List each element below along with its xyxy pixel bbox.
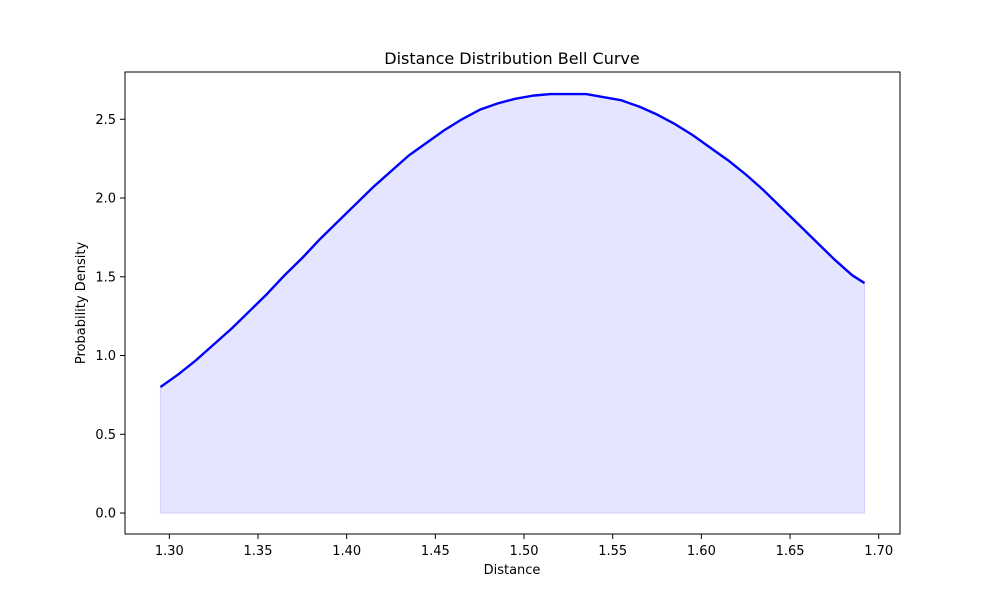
y-tick-label: 1.5 xyxy=(95,270,116,285)
y-axis-label: Probability Density xyxy=(74,242,89,365)
plot-area xyxy=(159,92,866,514)
y-tick-label: 1.0 xyxy=(95,349,116,364)
y-tick-label: 0.0 xyxy=(95,507,116,522)
axes-frame xyxy=(124,71,901,535)
x-tick-label: 1.35 xyxy=(244,544,273,559)
x-tick-label: 1.55 xyxy=(598,544,627,559)
series-0-fill-area xyxy=(159,93,866,514)
x-tick-label: 1.70 xyxy=(864,544,893,559)
x-axis-label: Distance xyxy=(484,563,541,578)
y-tick-label: 2.0 xyxy=(95,192,116,207)
x-tick-label: 1.30 xyxy=(155,544,184,559)
y-tick-label: 0.5 xyxy=(95,428,116,443)
x-tick-label: 1.45 xyxy=(421,544,450,559)
x-tick-label: 1.40 xyxy=(332,544,361,559)
y-axis: 0.0 0.5 1.0 1.5 2.0 2.5 xyxy=(95,113,125,522)
x-tick-label: 1.50 xyxy=(510,544,539,559)
x-tick-label: 1.65 xyxy=(776,544,805,559)
x-tick-label: 1.60 xyxy=(687,544,716,559)
x-axis: 1.30 1.35 1.40 1.45 1.50 1.55 1.60 1.65 1.70 xyxy=(155,534,893,559)
y-tick-label: 2.5 xyxy=(95,113,116,128)
chart-title: Distance Distribution Bell Curve xyxy=(384,49,639,68)
series-0-line xyxy=(159,92,866,389)
